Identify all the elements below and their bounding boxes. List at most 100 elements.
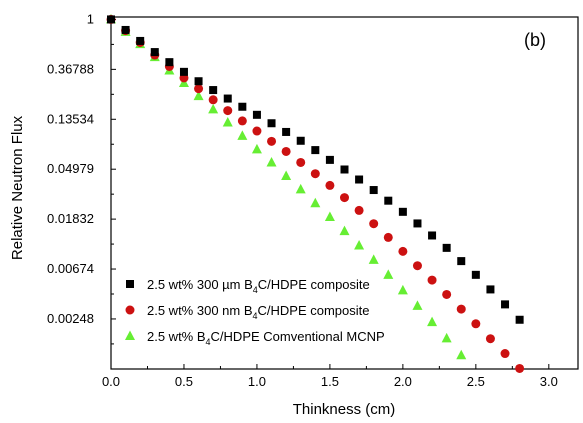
data-point-circle xyxy=(471,319,481,329)
y-tick-label: 0.13534 xyxy=(47,111,94,126)
data-point-square xyxy=(311,146,320,155)
x-tick-label: 3.0 xyxy=(540,374,558,389)
data-point-triangle xyxy=(383,269,394,279)
data-point-circle xyxy=(485,334,495,344)
data-point-square xyxy=(413,219,422,228)
data-point-square xyxy=(501,300,510,309)
data-point-square xyxy=(252,110,261,119)
data-point-square xyxy=(136,36,145,45)
x-axis: 0.0 0.5 1.0 1.5 2.0 2.5 3.0 xyxy=(102,364,558,389)
data-point-triangle xyxy=(251,143,262,154)
data-point-triangle xyxy=(208,103,219,114)
data-point-circle xyxy=(223,106,233,116)
data-point-square xyxy=(223,94,232,103)
data-point-circle xyxy=(310,169,320,179)
data-point-triangle xyxy=(281,170,292,180)
data-point-square xyxy=(282,127,291,136)
data-point-square xyxy=(428,231,437,240)
data-point-square xyxy=(179,67,188,76)
legend-marker xyxy=(125,330,135,340)
data-point-square xyxy=(340,165,349,174)
legend-label: 2.5 wt% B4C/HDPE Comventional MCNP xyxy=(147,329,385,347)
data-point-circle xyxy=(456,304,466,314)
y-tick-label: 0.04979 xyxy=(47,161,94,176)
y-tick-label: 0.00674 xyxy=(47,261,94,276)
x-tick-label: 0.0 xyxy=(102,374,120,389)
y-tick-label: 0.00248 xyxy=(47,311,94,326)
data-point-square xyxy=(442,243,451,252)
data-point-square xyxy=(238,102,247,111)
series-square xyxy=(107,15,524,324)
data-point-square xyxy=(121,25,130,34)
data-point-circle xyxy=(252,126,262,136)
y-tick-label: 1 xyxy=(87,11,94,26)
data-point-triangle xyxy=(354,239,365,250)
data-point-square xyxy=(296,136,305,145)
legend: 2.5 wt% 300 µm B4C/HDPE composite 2.5 wt%… xyxy=(125,277,385,347)
data-point-circle xyxy=(500,349,510,359)
data-point-square xyxy=(355,175,364,184)
data-point-triangle xyxy=(266,156,277,167)
data-point-square xyxy=(107,15,115,24)
data-point-triangle xyxy=(193,90,204,101)
data-point-circle xyxy=(427,275,437,285)
x-tick-label: 1.0 xyxy=(248,374,266,389)
x-axis-title: Thinkness (cm) xyxy=(293,401,396,418)
data-point-triangle xyxy=(441,332,452,343)
data-point-square xyxy=(515,315,524,324)
series-circle xyxy=(106,14,525,373)
y-tick-label: 0.36788 xyxy=(47,61,94,76)
data-point-circle xyxy=(296,157,306,167)
data-point-circle xyxy=(383,232,393,242)
y-axis: 1 0.36788 0.13534 0.04979 0.01832 0.00674 0.00… xyxy=(47,11,116,345)
x-tick-label: 2.5 xyxy=(467,374,485,389)
data-point-triangle xyxy=(237,130,248,140)
data-point-circle xyxy=(267,136,277,146)
data-point-circle xyxy=(208,95,218,105)
data-point-circle xyxy=(354,205,364,215)
data-point-square xyxy=(369,186,378,195)
data-point-circle xyxy=(237,116,247,126)
data-point-triangle xyxy=(339,225,350,236)
data-point-square xyxy=(384,196,393,205)
data-point-circle xyxy=(369,219,379,229)
data-point-square xyxy=(267,119,276,128)
data-point-triangle xyxy=(222,116,233,127)
x-tick-label: 2.0 xyxy=(394,374,412,389)
data-point-triangle xyxy=(324,211,335,222)
data-point-triangle xyxy=(368,254,379,264)
data-point-circle xyxy=(281,146,291,156)
data-point-circle xyxy=(412,261,422,271)
data-point-triangle xyxy=(310,197,321,208)
x-tick-label: 1.5 xyxy=(321,374,339,389)
legend-label: 2.5 wt% 300 nm B4C/HDPE composite xyxy=(147,303,370,321)
data-point-square xyxy=(165,58,174,67)
data-marks xyxy=(106,13,525,373)
data-point-circle xyxy=(194,84,204,94)
y-axis-title: Relative Neutron Flux xyxy=(9,115,26,260)
data-point-square xyxy=(486,285,495,294)
data-point-circle xyxy=(442,289,452,299)
plot-frame xyxy=(110,16,579,370)
data-point-triangle xyxy=(456,349,467,360)
data-point-square xyxy=(150,48,159,57)
data-point-circle xyxy=(398,246,408,256)
legend-marker xyxy=(125,305,135,315)
data-point-triangle xyxy=(427,316,438,327)
data-point-circle xyxy=(515,363,525,373)
data-point-square xyxy=(471,270,480,279)
data-point-triangle xyxy=(412,300,423,310)
data-point-circle xyxy=(325,180,335,190)
data-point-square xyxy=(457,257,466,266)
legend-label: 2.5 wt% 300 µm B4C/HDPE composite xyxy=(147,277,370,295)
data-point-triangle xyxy=(397,284,408,295)
x-tick-label: 0.5 xyxy=(175,374,193,389)
data-point-square xyxy=(194,77,203,86)
legend-marker xyxy=(126,280,134,288)
y-tick-label: 0.01832 xyxy=(47,211,94,226)
data-point-square xyxy=(325,155,334,164)
data-point-square xyxy=(209,86,218,95)
data-point-triangle xyxy=(295,183,306,194)
data-point-circle xyxy=(340,193,349,203)
